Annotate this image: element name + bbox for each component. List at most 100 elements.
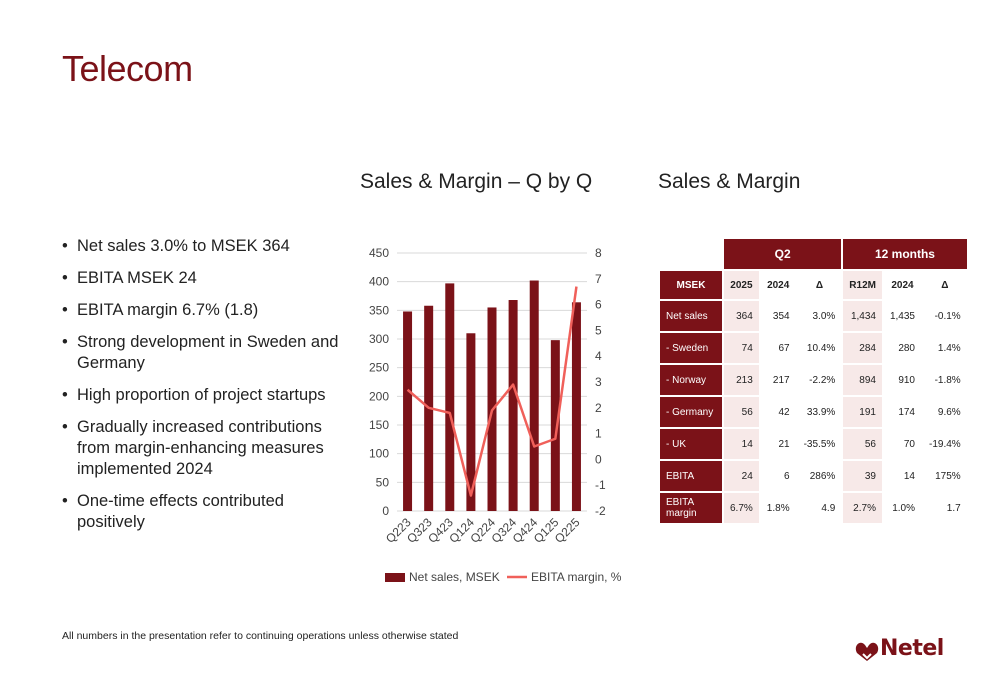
y-left-tick-label: 300	[369, 332, 389, 346]
table-cell: -19.4%	[923, 429, 967, 459]
y-left-tick-label: 350	[369, 303, 389, 317]
table-cell: 9.6%	[923, 397, 967, 427]
table-cell: 1,435	[883, 301, 921, 331]
table-cell: 6.7%	[724, 493, 759, 523]
netel-logo-icon	[855, 642, 879, 661]
table-cell: -1.8%	[923, 365, 967, 395]
row-label: EBITA	[660, 461, 722, 491]
table-cell: 284	[843, 333, 882, 363]
table-corner	[660, 239, 722, 269]
table-title: Sales & Margin	[658, 170, 801, 193]
table-cell: 364	[724, 301, 759, 331]
y-right-tick-label: 1	[595, 427, 602, 441]
table-cell: -2.2%	[797, 365, 842, 395]
table-cell: 213	[724, 365, 759, 395]
table-cell: 70	[883, 429, 921, 459]
bar	[445, 283, 455, 511]
x-tick-label: Q225	[552, 515, 583, 546]
table-cell: 42	[760, 397, 796, 427]
row-label: - Germany	[660, 397, 722, 427]
table-cell: 2.7%	[843, 493, 882, 523]
bullet-item: Net sales 3.0% to MSEK 364	[62, 236, 347, 257]
row-label: Net sales	[660, 301, 722, 331]
column-header: MSEK	[660, 271, 722, 299]
table-cell: 354	[760, 301, 796, 331]
sales-margin-chart: 0 50 100 150 200 250 300 350 400 450 -2 -1 0 1 2 3 4 5 6 7 8…	[369, 246, 622, 584]
table-cell: 4.9	[797, 493, 842, 523]
table-cell: 56	[724, 397, 759, 427]
group-header-12-months: 12 months	[843, 239, 967, 269]
y-left-tick-label: 200	[369, 389, 389, 403]
table-cell: 1.0%	[883, 493, 921, 523]
netel-logo-text: Netel	[880, 636, 944, 661]
row-label: - UK	[660, 429, 722, 459]
table-cell: 286%	[797, 461, 842, 491]
table-row: - Germany 56 42 33.9% 191 174 9.6%	[660, 397, 967, 427]
margin-line	[406, 286, 578, 497]
table-cell: 6	[760, 461, 796, 491]
y-right-tick-label: 8	[595, 246, 602, 260]
footnote: All numbers in the presentation refer to…	[62, 630, 459, 642]
bar	[571, 302, 581, 511]
table-cell: 1.7	[923, 493, 967, 523]
table-cell: -35.5%	[797, 429, 842, 459]
y-right-tick-label: 7	[595, 272, 602, 286]
y-left-tick-label: 0	[382, 504, 389, 518]
chart-title: Sales & Margin – Q by Q	[360, 170, 593, 193]
table-cell: 1.4%	[923, 333, 967, 363]
table-cell: 33.9%	[797, 397, 842, 427]
bullet-item: High proportion of project startups	[62, 385, 347, 406]
table-cell: 217	[760, 365, 796, 395]
table-cell: 1.8%	[760, 493, 796, 523]
legend-label-ebita-margin: EBITA margin, %	[531, 570, 622, 584]
y-left-tick-label: 400	[369, 275, 389, 289]
bar	[466, 333, 476, 511]
table-row: EBITA 24 6 286% 39 14 175%	[660, 461, 967, 491]
group-header-q2: Q2	[724, 239, 842, 269]
column-header: Δ	[923, 271, 967, 299]
table-cell: 910	[883, 365, 921, 395]
y-left-tick-label: 100	[369, 447, 389, 461]
netel-logo: Netel	[854, 636, 944, 664]
bar	[508, 300, 518, 511]
bullet-item: EBITA margin 6.7% (1.8)	[62, 300, 347, 321]
y-right-tick-label: 0	[595, 452, 602, 466]
table-cell: 14	[724, 429, 759, 459]
y-right-tick-label: 3	[595, 375, 602, 389]
bullet-item: Gradually increased contributions from m…	[62, 417, 347, 480]
table-cell: 24	[724, 461, 759, 491]
table-cell: 21	[760, 429, 796, 459]
table-cell: 10.4%	[797, 333, 842, 363]
table-cell: 175%	[923, 461, 967, 491]
table-cell: 1,434	[843, 301, 882, 331]
legend-label-net-sales: Net sales, MSEK	[409, 570, 500, 584]
y-right-tick-label: -2	[595, 504, 606, 518]
table-cell: 56	[843, 429, 882, 459]
table-cell: 894	[843, 365, 882, 395]
table-cell: 74	[724, 333, 759, 363]
legend-swatch-net-sales	[385, 573, 405, 582]
bar	[403, 311, 413, 511]
column-header: 2024	[760, 271, 796, 299]
table-cell: 14	[883, 461, 921, 491]
y-right-tick-label: -1	[595, 478, 606, 492]
y-left-tick-label: 50	[376, 475, 390, 489]
column-header: 2025	[724, 271, 759, 299]
y-right-tick-label: 5	[595, 323, 602, 337]
row-label: - Norway	[660, 365, 722, 395]
y-right-tick-label: 2	[595, 401, 602, 415]
bullet-item: EBITA MSEK 24	[62, 268, 347, 289]
bullet-item: Strong development in Sweden and Germany	[62, 332, 347, 374]
row-label: - Sweden	[660, 333, 722, 363]
table-row: - Norway 213 217 -2.2% 894 910 -1.8%	[660, 365, 967, 395]
table-cell: 280	[883, 333, 921, 363]
y-right-tick-label: 4	[595, 349, 602, 363]
y-left-tick-label: 450	[369, 246, 389, 260]
bar	[550, 340, 560, 511]
column-header: 2024	[883, 271, 921, 299]
bullet-list: Net sales 3.0% to MSEK 364 EBITA MSEK 24…	[62, 236, 347, 544]
column-header: Δ	[797, 271, 842, 299]
table-cell: 3.0%	[797, 301, 842, 331]
y-left-tick-label: 150	[369, 418, 389, 432]
table-cell: 174	[883, 397, 921, 427]
